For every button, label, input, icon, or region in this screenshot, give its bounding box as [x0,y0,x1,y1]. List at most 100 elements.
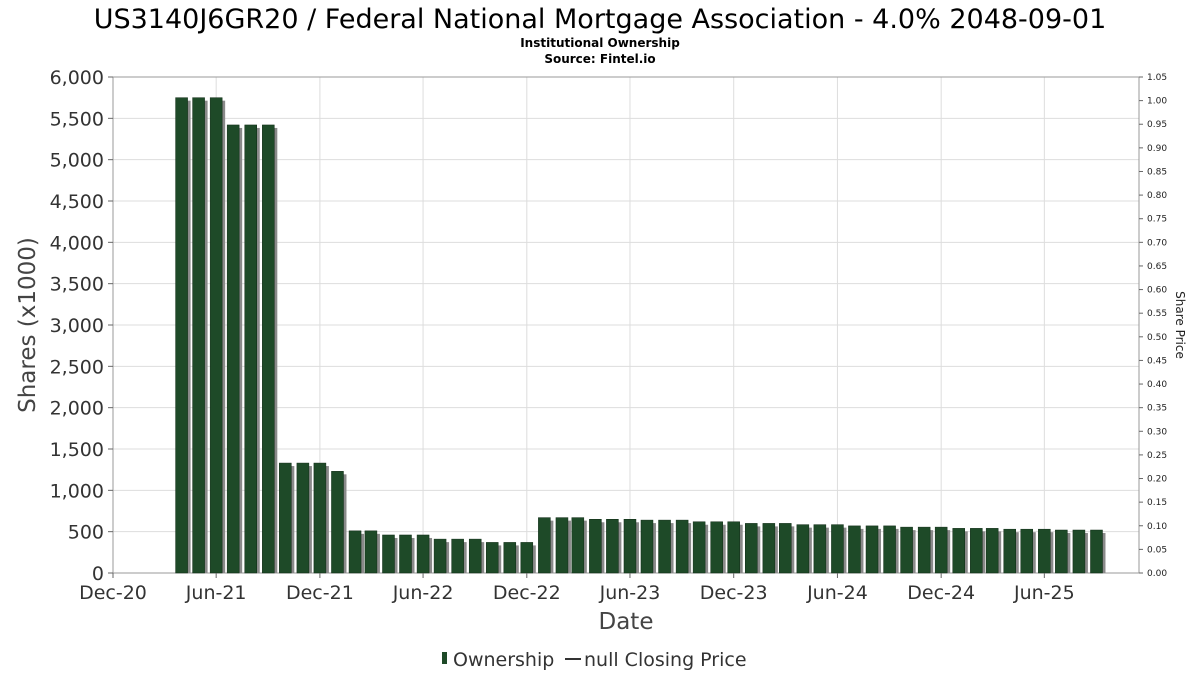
ownership-bar [555,517,569,574]
y-tick-label: 1,000 [50,480,104,502]
y-tick-label: 4,500 [50,191,104,213]
ownership-bar [244,124,257,574]
y-axis-ticks: 0 500 1,000 1,500 2,000 2,500 3,000 3,500 4,000 4… [50,67,113,585]
ownership-bar [779,523,792,574]
ownership-bar [382,534,395,574]
ownership-bar [1038,528,1051,574]
ownership-bar [485,542,499,574]
y2-tick-label: 0.00 [1147,569,1167,579]
y-tick-label: 2,500 [50,356,104,378]
ownership-bar [831,524,844,574]
y-tick-label: 3,500 [50,274,104,296]
ownership-bar [1003,528,1017,574]
y2-tick-label: 0.10 [1147,522,1167,532]
y2-tick-label: 0.85 [1147,167,1167,177]
ownership-bar [883,525,896,574]
y-tick-label: 3,000 [50,315,104,337]
legend-price-label: null Closing Price [584,649,747,671]
y-tick-label: 1,500 [50,439,104,461]
legend-ownership-label: Ownership [453,649,554,671]
y2-axis-ticks: 0.00 0.05 0.10 0.15 0.20 0.25 0.30 0.35 0.40 0.45… [1139,73,1167,579]
x-tick-label: Dec-22 [493,582,561,604]
ownership-bar [1072,529,1086,574]
x-tick-label: Dec-23 [700,582,768,604]
y-tick-label: 500 [68,522,104,544]
y2-axis-label: Share Price [1173,291,1187,359]
legend-ownership-swatch [442,652,447,664]
x-axis-ticks: Dec-20 Jun-21 Dec-21 Jun-22 Dec-22 Jun-23 Dec-… [79,573,1075,604]
ownership-bar [313,462,327,574]
y-tick-label: 0 [92,563,104,585]
chart-title: US3140J6GR20 / Federal National Mortgage… [94,4,1107,35]
ownership-bar [571,517,585,574]
y2-tick-label: 0.35 [1147,404,1167,414]
ownership-bar [331,471,344,574]
ownership-bar [468,538,482,574]
ownership-bar [226,124,240,574]
y-axis-label: Shares (x1000) [15,237,41,413]
ownership-bar [745,523,758,574]
ownership-bar [675,519,689,574]
y2-tick-label: 0.60 [1147,286,1167,296]
ownership-bar [1055,529,1068,574]
x-tick-label: Jun-25 [1013,582,1075,604]
ownership-bar [865,525,879,574]
y2-tick-label: 0.70 [1147,238,1167,248]
ownership-bar [1020,528,1034,574]
ownership-bar [279,462,292,574]
x-tick-label: Jun-24 [806,582,868,604]
ownership-bar [348,530,362,574]
ownership-bar [900,526,913,574]
y2-tick-label: 0.65 [1147,262,1167,272]
ownership-bar [399,534,412,574]
x-tick-label: Dec-24 [907,582,975,604]
x-tick-label: Dec-21 [286,582,354,604]
ownership-bar [952,528,965,574]
ownership-bar [796,524,810,574]
ownership-bar [433,538,447,574]
ownership-bar [296,462,310,574]
ownership-bar [262,124,275,574]
ownership-bar [538,517,551,574]
y2-tick-label: 0.50 [1147,333,1167,343]
x-tick-label: Jun-22 [392,582,454,604]
ownership-bar [503,542,517,574]
ownership-bar [606,519,619,574]
ownership-bar [640,519,654,574]
ownership-bar [364,530,378,574]
y-tick-label: 4,000 [50,232,104,254]
ownership-bar [848,525,861,574]
y2-tick-label: 0.30 [1147,427,1167,437]
y-tick-label: 6,000 [50,67,104,89]
ownership-bar [917,526,931,574]
chart-subtitle: Institutional Ownership [520,36,680,50]
y2-tick-label: 0.40 [1147,380,1167,390]
ownership-bar [934,526,948,574]
y2-tick-label: 0.90 [1147,144,1167,154]
legend: Ownership null Closing Price [442,649,747,671]
ownership-bar [451,538,464,574]
y-tick-label: 5,500 [50,108,104,130]
x-tick-label: Dec-20 [79,582,147,604]
ownership-bar [985,528,999,574]
y2-tick-label: 1.05 [1147,73,1167,83]
y2-tick-label: 0.45 [1147,356,1167,366]
ownership-bar [1090,529,1103,574]
bars-group [175,97,1106,574]
ownership-bar [192,97,205,574]
x-tick-label: Jun-21 [185,582,247,604]
y2-tick-label: 0.55 [1147,309,1167,319]
y-tick-label: 2,000 [50,398,104,420]
y2-tick-label: 0.15 [1147,498,1167,508]
ownership-bar [658,519,671,574]
ownership-bar [762,523,776,574]
ownership-bar [589,519,602,574]
ownership-bar [623,519,637,574]
y2-tick-label: 0.20 [1147,475,1167,485]
y2-tick-label: 1.00 [1147,97,1167,107]
y2-tick-label: 0.95 [1147,120,1167,130]
y-tick-label: 5,000 [50,150,104,172]
ownership-bar [175,97,188,574]
y2-tick-label: 0.75 [1147,215,1167,225]
